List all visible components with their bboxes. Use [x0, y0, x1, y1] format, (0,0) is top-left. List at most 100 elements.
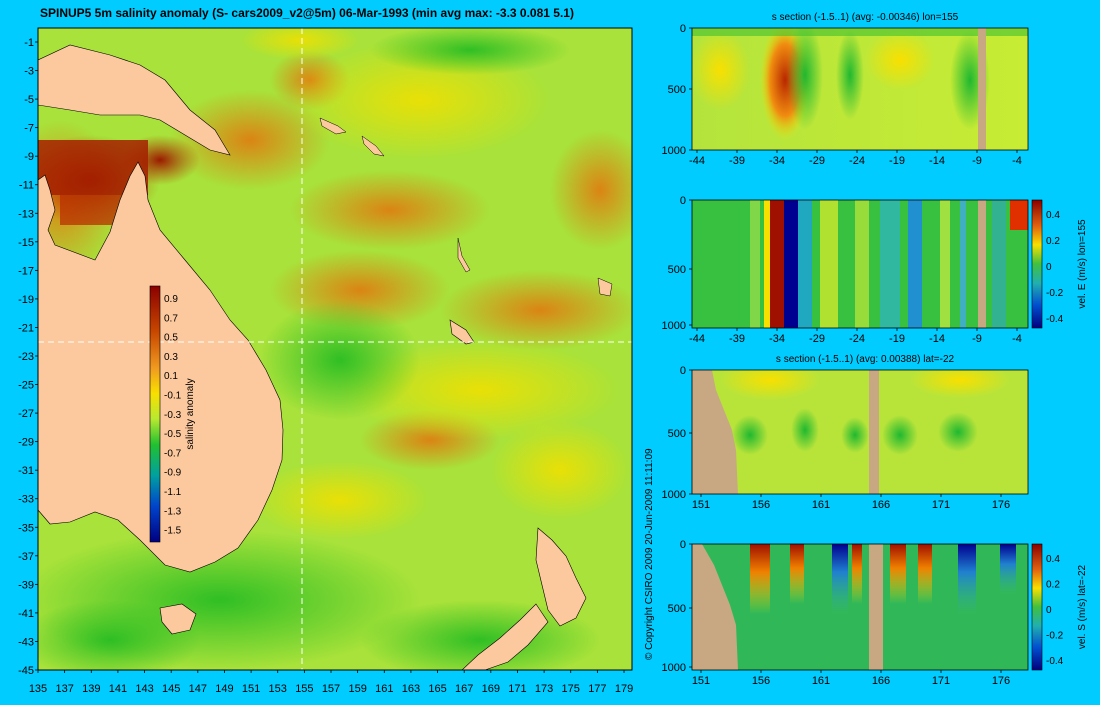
latitude-tick-label: -1 [24, 37, 34, 49]
longitude-tick-label: 179 [615, 683, 633, 695]
longitude-tick-label: 161 [375, 683, 393, 695]
section-x-tick-label: -44 [689, 155, 705, 167]
section-x-tick-label: -34 [769, 333, 785, 345]
section-x-tick-label: -34 [769, 155, 785, 167]
velocity-colorbar-tick: -0.4 [1046, 656, 1064, 667]
vel-e-colorbar: 0.4 0.2 0 -0.2 -0.4 vel. E (m/s) lon=155 [1031, 199, 1088, 329]
vel-s-colorbar: 0.4 0.2 0 -0.2 -0.4 vel. S (m/s) lat=-22 [1031, 543, 1088, 671]
section-x-tick-label: 156 [752, 675, 770, 687]
vel-e-colorbar-ticks: 0.4 0.2 0 -0.2 -0.4 [1046, 210, 1064, 325]
salinity-colorbar-tick: 0.1 [164, 371, 178, 382]
section-x-tick-label: 156 [752, 499, 770, 511]
section-x-tick-label: -24 [849, 155, 865, 167]
latitude-tick-label: -9 [24, 151, 34, 163]
section-x-tick-label: -9 [972, 333, 982, 345]
latitude-tick-label: -19 [18, 294, 34, 306]
depth-tick-label: 0 [680, 539, 686, 551]
depth-tick-label: 0 [680, 365, 686, 377]
section-x-tick-label: -9 [972, 155, 982, 167]
salinity-colorbar-tick: -0.7 [164, 448, 182, 459]
salinity-colorbar-tick: 0.9 [164, 294, 178, 305]
salinity-map-svg: -1 -3 -5 -7 -9 -11 -13 -15 -17 -19 -21 -23 -25 -27 -29… [18, 27, 633, 695]
longitude-tick-label: 155 [295, 683, 313, 695]
longitude-tick-label: 177 [588, 683, 606, 695]
section-x-tick-label: 171 [932, 499, 950, 511]
velocity-e-section-lon155: 0 500 1000 -44 -39 -34 -29 -24 -19 -14 -9 -4 0.4 0.… [640, 175, 1100, 350]
depth-tick-label: 1000 [662, 320, 686, 332]
section-lon155-svg: 0 500 1000 -44 -39 -34 -29 -24 -19 -14 -9 -4 [662, 23, 1029, 167]
latitude-tick-label: -33 [18, 494, 34, 506]
section-x-tick-label: 161 [812, 499, 830, 511]
section-x-tick-label: 166 [872, 499, 890, 511]
section-x-tick-label: -4 [1012, 155, 1022, 167]
depth-tick-label: 500 [668, 428, 686, 440]
latitude-tick-label: -3 [24, 66, 34, 78]
longitude-tick-label: 147 [189, 683, 207, 695]
section-lat-22-svg: 0 500 1000 151 156 161 166 171 176 [662, 365, 1029, 511]
longitude-tick-label: 175 [562, 683, 580, 695]
velocity-colorbar-tick: 0 [1046, 262, 1052, 273]
longitude-tick-label: 145 [162, 683, 180, 695]
latitude-tick-label: -23 [18, 351, 34, 363]
section-x-tick-label: 176 [992, 499, 1010, 511]
longitude-tick-label: 163 [402, 683, 420, 695]
salinity-section-lat-22: s section (-1.5..1) (avg: 0.00388) lat=-… [640, 350, 1100, 525]
latitude-tick-label: -11 [19, 180, 34, 192]
longitude-tick-label: 153 [269, 683, 287, 695]
longitude-tick-label: 165 [428, 683, 446, 695]
salinity-section-lon155: s section (-1.5..1) (avg: -0.00346) lon=… [640, 0, 1100, 175]
section-x-tick-label: 171 [932, 675, 950, 687]
section-lon155-depth-ticks: 0 500 1000 [662, 23, 692, 157]
latitude-tick-label: -45 [18, 665, 34, 677]
section-lat-22-depth-ticks: 0 500 1000 [662, 365, 692, 501]
latitude-tick-label: -21 [18, 322, 34, 334]
section-x-tick-label: -14 [929, 155, 945, 167]
vel-s-colorbar-ticks: 0.4 0.2 0 -0.2 -0.4 [1046, 554, 1064, 667]
vel-s-colorbar-label: vel. S (m/s) lat=-22 [1077, 564, 1088, 649]
section-x-tick-label: -44 [689, 333, 705, 345]
salinity-colorbar-tick: -1.1 [164, 487, 182, 498]
velocity-colorbar-tick: 0 [1046, 605, 1052, 616]
latitude-tick-label: -41 [18, 608, 34, 620]
longitude-tick-label: 141 [109, 683, 127, 695]
velocity-colorbar-tick: -0.2 [1046, 288, 1064, 299]
salinity-colorbar-tick: 0.7 [164, 313, 178, 324]
salinity-colorbar-tick: 0.5 [164, 333, 178, 344]
salinity-colorbar-tick: 0.3 [164, 352, 178, 363]
section-x-tick-label: 151 [692, 675, 710, 687]
depth-tick-label: 0 [680, 23, 686, 35]
latitude-tick-label: -31 [18, 465, 34, 477]
salinity-colorbar-tick: -1.5 [164, 526, 182, 537]
latitude-tick-label: -5 [24, 94, 34, 106]
longitude-tick-label: 137 [55, 683, 73, 695]
depth-tick-label: 1000 [662, 145, 686, 157]
section-x-tick-label: -4 [1012, 333, 1022, 345]
section-x-tick-label: -19 [889, 155, 905, 167]
velocity-s-section-lat-22: 0 500 1000 151 156 161 166 171 176 0.4 0.2 0 -0.2 -… [640, 525, 1100, 700]
salinity-colorbar-tick: -0.9 [164, 468, 182, 479]
latitude-tick-label: -13 [18, 208, 34, 220]
section-lon155-lat-ticks: -44 -39 -34 -29 -24 -19 -14 -9 -4 [689, 150, 1022, 167]
section-x-tick-label: 161 [812, 675, 830, 687]
salinity-colorbar-label: salinity anomaly [185, 378, 196, 449]
depth-tick-label: 1000 [662, 662, 686, 674]
longitude-tick-label: 159 [348, 683, 366, 695]
section-vel-e-depth-ticks: 0 500 1000 [662, 195, 692, 332]
section-x-tick-label: -29 [809, 333, 825, 345]
longitude-tick-label: 135 [29, 683, 47, 695]
longitude-tick-label: 171 [508, 683, 526, 695]
section-x-tick-label: 176 [992, 675, 1010, 687]
section-x-tick-label: -14 [929, 333, 945, 345]
salinity-colorbar-tick: -0.1 [164, 391, 182, 402]
depth-tick-label: 500 [668, 84, 686, 96]
velocity-colorbar-tick: 0.2 [1046, 236, 1060, 247]
latitude-tick-label: -27 [18, 408, 34, 420]
section-title-lon155: s section (-1.5..1) (avg: -0.00346) lon=… [771, 12, 959, 23]
section-title-lat-22: s section (-1.5..1) (avg: 0.00388) lat=-… [775, 354, 955, 365]
longitude-tick-label: 169 [482, 683, 500, 695]
latitude-tick-label: -25 [18, 380, 34, 392]
section-x-tick-label: 166 [872, 675, 890, 687]
section-x-tick-label: -19 [889, 333, 905, 345]
velocity-colorbar-tick: -0.2 [1046, 631, 1064, 642]
